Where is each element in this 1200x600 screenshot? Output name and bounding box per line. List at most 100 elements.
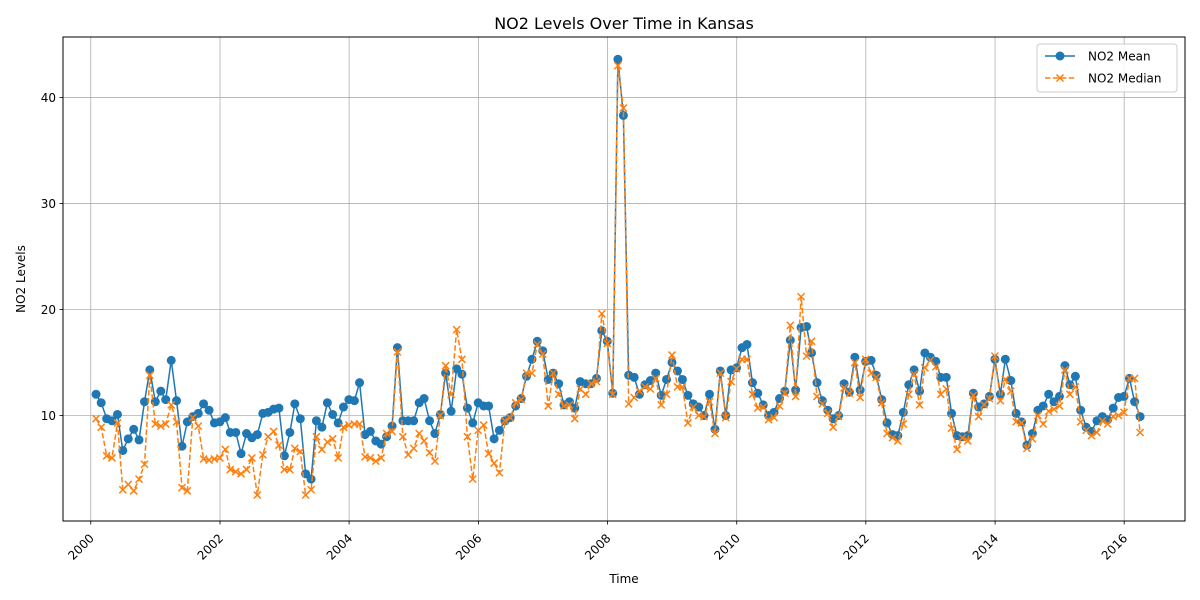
data-point (565, 400, 574, 409)
series-mean (91, 54, 1145, 484)
data-point (436, 411, 445, 420)
legend-median-marker (1055, 73, 1065, 83)
data-point (457, 355, 466, 364)
data-point (118, 445, 128, 455)
data-point (172, 417, 181, 426)
data-point (156, 386, 166, 396)
data-point (166, 355, 176, 365)
data-point (452, 325, 461, 334)
data-point (942, 384, 951, 394)
data-point (404, 450, 413, 459)
data-point (123, 434, 133, 444)
data-point (161, 419, 170, 429)
data-point (958, 433, 967, 442)
data-point (683, 390, 693, 400)
y-tick-label: 40 (41, 91, 56, 105)
data-point (1130, 374, 1139, 383)
data-point (802, 352, 811, 361)
data-point (1065, 390, 1074, 399)
data-point (554, 390, 563, 399)
data-point (311, 416, 321, 426)
data-point (613, 54, 623, 64)
data-point (926, 356, 935, 365)
data-point (657, 400, 666, 409)
data-point (221, 445, 230, 454)
data-point (500, 416, 509, 425)
data-point (829, 423, 838, 432)
data-point (1033, 411, 1042, 420)
data-point (807, 337, 816, 346)
data-point (683, 418, 692, 427)
data-point (1119, 408, 1129, 417)
data-point (231, 427, 241, 437)
data-point (1114, 411, 1123, 420)
data-point (705, 397, 714, 406)
data-point (855, 385, 865, 395)
data-point (220, 413, 230, 423)
data-point (1103, 419, 1112, 429)
data-point (355, 419, 364, 429)
data-point (295, 414, 305, 424)
data-point (107, 416, 117, 426)
data-point (457, 369, 467, 379)
data-point (549, 369, 558, 378)
data-point (910, 370, 919, 379)
data-point (538, 346, 548, 356)
data-point (1076, 405, 1086, 415)
data-point (506, 413, 515, 422)
data-point (1055, 401, 1064, 410)
grid-lines (63, 37, 1185, 521)
data-point (920, 363, 929, 372)
data-point (759, 402, 768, 412)
data-point (624, 399, 633, 408)
data-point (285, 427, 295, 437)
data-point (430, 429, 440, 439)
data-point (425, 448, 434, 457)
data-point (494, 425, 504, 435)
data-point (140, 460, 149, 469)
data-point (883, 429, 892, 438)
data-point (334, 453, 343, 462)
data-point (134, 435, 144, 445)
data-point (770, 413, 779, 422)
data-point (909, 365, 919, 375)
data-point (307, 485, 316, 494)
data-point (839, 379, 849, 389)
data-point (748, 390, 757, 399)
data-point (899, 419, 908, 429)
data-point (877, 398, 886, 407)
data-point (462, 403, 472, 413)
data-point (893, 436, 902, 445)
data-point (177, 483, 187, 492)
data-point (597, 309, 606, 318)
data-point (489, 434, 499, 444)
data-point (963, 436, 972, 445)
data-point (323, 437, 332, 447)
data-point (871, 370, 881, 380)
data-point (1098, 416, 1107, 425)
data-point (727, 377, 736, 386)
data-point (511, 398, 520, 407)
data-point (517, 395, 526, 404)
data-point (447, 390, 456, 399)
data-point (1022, 444, 1031, 453)
plot-frame (62, 36, 1186, 522)
data-point (156, 422, 165, 431)
data-point (667, 351, 677, 360)
data-point (129, 486, 138, 495)
data-point (1071, 382, 1080, 391)
data-point (226, 465, 235, 474)
data-point (290, 399, 300, 409)
data-point (646, 384, 655, 394)
data-point (651, 374, 660, 383)
data-point (608, 390, 617, 399)
data-point (872, 373, 881, 382)
data-point (193, 408, 203, 418)
data-point (532, 336, 542, 346)
data-point (861, 355, 870, 364)
data-point (96, 398, 106, 408)
data-point (931, 362, 940, 371)
data-point (204, 405, 214, 415)
data-point (1006, 387, 1015, 396)
data-point (882, 418, 892, 428)
